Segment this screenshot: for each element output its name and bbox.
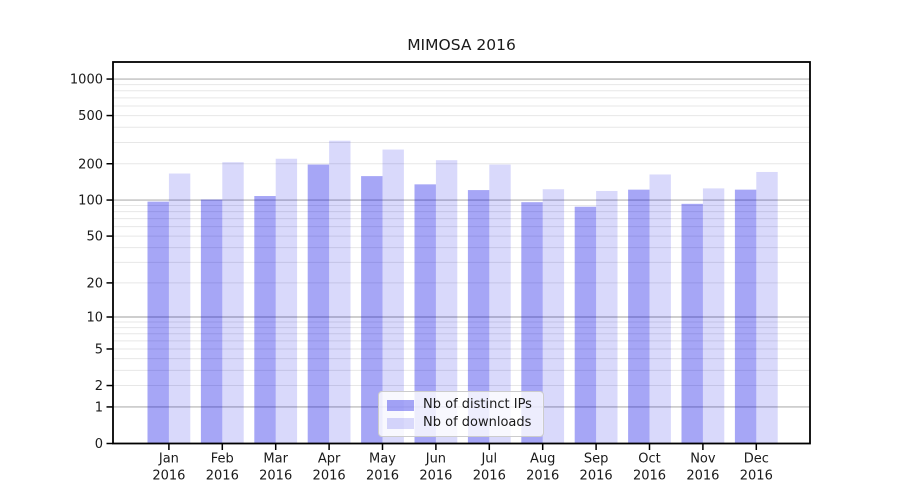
bar-feb-downloads (222, 162, 244, 444)
x-tick-label-month: Oct (638, 452, 660, 467)
legend-label-downloads: Nb of downloads (423, 415, 532, 430)
x-tick-label-month: Mar (263, 452, 288, 467)
bar-jan-downloads (168, 173, 191, 444)
legend: Nb of distinct IPs Nb of downloads (378, 391, 544, 437)
bar-jul-downloads (489, 164, 511, 444)
x-tick-label-month: Apr (318, 452, 341, 467)
y-tick-label: 1 (95, 400, 103, 415)
legend-item-downloads: Nb of downloads (387, 416, 543, 430)
legend-swatch-downloads (387, 417, 414, 429)
x-tick-label-month: Nov (690, 452, 716, 467)
x-tick-label-year: 2016 (313, 469, 346, 484)
bar-dec-downloads (756, 171, 778, 444)
y-axis: 0 1 2 5 10 20 50 100 200 500 1000 (70, 73, 113, 452)
y-tick-label: 200 (78, 157, 103, 172)
plot-frame (112, 61, 811, 445)
bar-feb-ips (200, 199, 223, 444)
x-tick-label-year: 2016 (580, 469, 613, 484)
y-tick-label: 0 (95, 437, 103, 452)
legend-item-distinct-ips: Nb of distinct IPs (387, 398, 543, 412)
chart-title: MIMOSA 2016 (407, 36, 516, 54)
bar-jun-downloads (435, 160, 458, 444)
bar-jun-ips (414, 184, 436, 444)
x-tick-label-month: Jun (425, 452, 446, 467)
bar-mar-downloads (275, 158, 298, 444)
x-tick-label-year: 2016 (366, 469, 399, 484)
bar-sep-downloads (596, 190, 618, 444)
bar-jan-ips (147, 201, 169, 444)
bar-aug-ips (521, 202, 543, 444)
x-tick-label-year: 2016 (206, 469, 239, 484)
x-tick-label-month: Dec (744, 452, 769, 467)
bar-may-downloads (382, 149, 404, 444)
y-tick-label: 5 (95, 343, 103, 358)
legend-label-distinct-ips: Nb of distinct IPs (423, 397, 532, 412)
bars (147, 140, 778, 444)
x-tick-label-month: Sep (584, 452, 609, 467)
x-tick-label-year: 2016 (152, 469, 185, 484)
x-tick-label-year: 2016 (526, 469, 559, 484)
bar-apr-downloads (329, 140, 351, 444)
bar-dec-ips (734, 189, 757, 444)
bar-oct-ips (628, 189, 650, 444)
x-axis: Jan 2016 Feb 2016 Mar 2016 Apr 2016 May 2016 Jun 20… (152, 443, 773, 484)
x-tick-label-month: Aug (530, 452, 555, 467)
bar-sep-ips (574, 206, 597, 444)
x-tick-label-year: 2016 (740, 469, 773, 484)
x-tick-label-year: 2016 (419, 469, 452, 484)
x-tick-label-month: Jul (480, 452, 497, 467)
x-tick-label-year: 2016 (686, 469, 719, 484)
y-tick-label: 2 (95, 379, 103, 394)
bar-aug-downloads (542, 189, 565, 444)
x-tick-label-year: 2016 (259, 469, 292, 484)
y-tick-label: 50 (86, 230, 103, 245)
x-tick-label-month: Jan (158, 452, 179, 467)
y-tick-label: 10 (86, 311, 103, 326)
x-tick-label-year: 2016 (473, 469, 506, 484)
bar-may-ips (361, 176, 383, 444)
bar-jul-ips (467, 190, 490, 444)
y-tick-label: 100 (78, 194, 103, 209)
y-tick-label: 500 (78, 109, 103, 124)
x-tick-label-year: 2016 (633, 469, 666, 484)
gridlines (113, 78, 810, 408)
bar-nov-ips (681, 203, 703, 444)
bar-oct-downloads (649, 174, 671, 444)
x-tick-label-month: Feb (211, 452, 234, 467)
bar-apr-ips (307, 164, 330, 444)
bar-nov-downloads (702, 188, 725, 444)
y-tick-label: 1000 (70, 73, 103, 88)
y-tick-label: 20 (86, 276, 103, 291)
bar-mar-ips (254, 196, 276, 444)
x-tick-label-month: May (369, 452, 396, 467)
legend-swatch-distinct-ips (387, 399, 414, 411)
